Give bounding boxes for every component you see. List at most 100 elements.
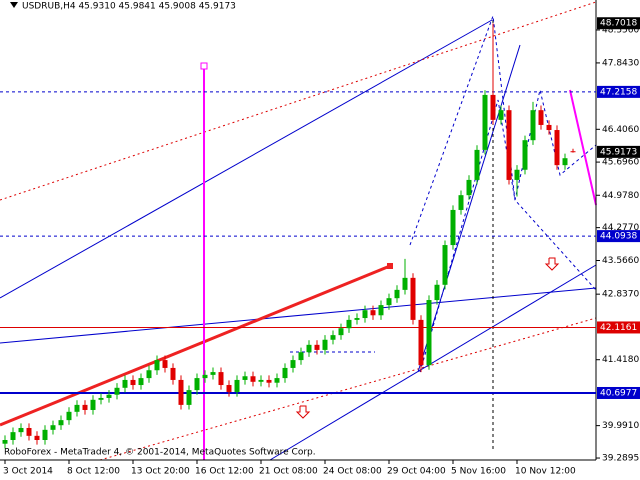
- candle-body: [554, 130, 560, 166]
- x-tick-label: 10 Nov 12:00: [515, 467, 576, 477]
- candle-body: [258, 379, 264, 382]
- candle-body: [570, 151, 576, 153]
- x-tick-label: 21 Oct 08:00: [259, 467, 318, 477]
- candle-body: [202, 374, 208, 379]
- y-tick-label: 46.4060: [602, 125, 639, 135]
- candle-body: [66, 411, 72, 421]
- candle-body: [426, 300, 432, 366]
- trend-line: [0, 287, 597, 344]
- candle-body: [314, 344, 320, 350]
- y-tick-label: 45.6960: [602, 158, 639, 168]
- candle-body: [114, 387, 120, 395]
- candle-body: [482, 94, 488, 150]
- candle-body: [458, 195, 464, 210]
- candle-body: [490, 94, 496, 120]
- candle-body: [106, 394, 112, 398]
- x-tick-label: 5 Nov 16:00: [451, 467, 506, 477]
- candle-body: [34, 435, 40, 440]
- candle-body: [330, 335, 336, 340]
- trend-line: [0, 264, 391, 427]
- level-label: 45.9173: [600, 147, 637, 157]
- candle-body: [298, 352, 304, 361]
- candle-body: [74, 404, 80, 412]
- candle-body: [186, 390, 192, 405]
- candle-body: [354, 318, 360, 320]
- candle-body: [178, 379, 184, 405]
- candle-body: [18, 427, 24, 433]
- y-tick-label: 44.2770: [602, 223, 639, 233]
- trend-line: [0, 19, 493, 299]
- candle-body: [162, 360, 168, 368]
- candle-body: [290, 360, 296, 368]
- level-label: 40.6977: [600, 388, 637, 398]
- candle-body: [498, 110, 504, 120]
- level-tag: [597, 321, 640, 334]
- candle-body: [194, 378, 200, 391]
- candle-body: [474, 149, 480, 180]
- candle-body: [434, 284, 440, 301]
- candle-body: [98, 397, 104, 400]
- candle-body: [2, 439, 8, 444]
- candle-body: [58, 420, 64, 426]
- x-tick-label: 8 Oct 12:00: [67, 467, 120, 477]
- candle-body: [234, 379, 240, 392]
- candle-body: [274, 378, 280, 383]
- candle-body: [322, 339, 328, 350]
- x-tick-label: 16 Oct 12:00: [195, 467, 254, 477]
- y-tick-label: 44.9780: [602, 191, 639, 201]
- down-arrow: [295, 405, 311, 419]
- level-tag: [597, 230, 640, 243]
- candle-body: [42, 429, 48, 440]
- trend-anchor: [387, 263, 393, 269]
- candle-body: [210, 372, 216, 375]
- down-arrow: [544, 257, 560, 271]
- candle-body: [538, 110, 544, 125]
- candle-body: [242, 376, 248, 380]
- candle-body: [378, 305, 384, 316]
- level-tag: [597, 386, 640, 399]
- candle-body: [546, 124, 552, 131]
- candle-body: [402, 277, 408, 290]
- forecast-arrow: [569, 89, 597, 206]
- candle-body: [130, 379, 136, 386]
- y-tick-label: 41.4180: [602, 355, 639, 365]
- forecast-path: [409, 15, 597, 291]
- candle-body: [10, 432, 16, 440]
- level-label: 42.1161: [600, 323, 637, 333]
- candle-body: [362, 310, 368, 319]
- y-tick-label: 42.8370: [602, 290, 639, 300]
- candle-body: [442, 245, 448, 285]
- candle-body: [418, 319, 424, 366]
- trend-line: [417, 44, 521, 373]
- candle-body: [562, 158, 568, 166]
- candle-body: [218, 372, 224, 386]
- trend-line: [99, 317, 597, 461]
- candle-body: [530, 110, 536, 141]
- vertical-anchor: [200, 62, 208, 70]
- candle-body: [170, 367, 176, 380]
- level-label: 48.7018: [600, 19, 637, 29]
- chart-title: USDRUB,H4 45.9310 45.9841 45.9008 45.917…: [22, 2, 236, 12]
- level-tag: [597, 145, 640, 158]
- candle-body: [146, 370, 152, 379]
- y-tick-label: 48.5560: [602, 25, 639, 35]
- candle-body: [450, 209, 456, 246]
- candle-body: [394, 289, 400, 299]
- x-tick-label: 13 Oct 20:00: [131, 467, 190, 477]
- level-label: 44.0938: [600, 232, 637, 242]
- y-tick-label: 47.8430: [602, 58, 639, 68]
- x-tick-label: 29 Oct 04:00: [387, 467, 446, 477]
- candle-body: [250, 376, 256, 382]
- candle-body: [90, 399, 96, 410]
- candle-body: [282, 367, 288, 379]
- candle-body: [346, 319, 352, 329]
- candle-body: [466, 179, 472, 196]
- level-tag: [597, 17, 640, 30]
- candle-body: [410, 277, 416, 320]
- footer: RoboForex - MetaTrader 4, © 2001-2014, M…: [4, 448, 316, 458]
- x-tick-label: 3 Oct 2014: [3, 467, 53, 477]
- candle-body: [82, 404, 88, 410]
- drawn-objects: [0, 1, 597, 461]
